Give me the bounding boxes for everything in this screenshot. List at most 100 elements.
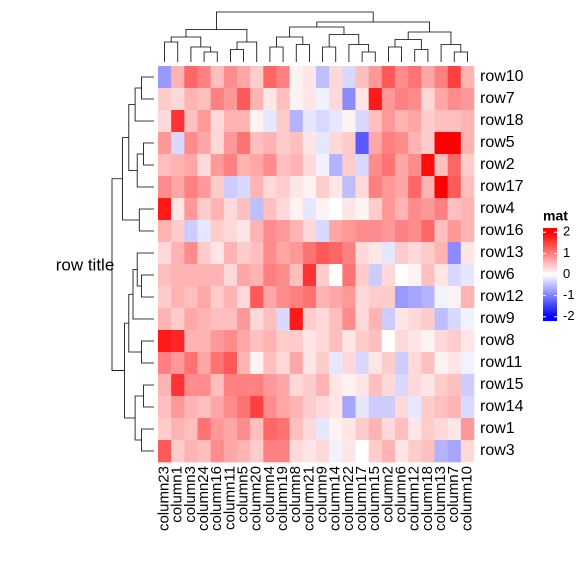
- cell: [197, 352, 211, 375]
- cell: [355, 154, 369, 177]
- cell: [329, 242, 343, 265]
- cell: [421, 440, 435, 463]
- cell: [342, 242, 356, 265]
- cell: [223, 176, 238, 199]
- cell: [329, 396, 343, 419]
- cell: [210, 242, 225, 265]
- cell: [276, 264, 290, 287]
- cell: [434, 286, 448, 309]
- column-label: column11: [221, 466, 238, 530]
- colorbar-tick-label: 1: [563, 245, 570, 260]
- cell: [395, 110, 409, 133]
- column-label: column13: [432, 466, 449, 531]
- cell: [276, 374, 290, 397]
- cell: [381, 396, 396, 419]
- cell: [316, 198, 330, 221]
- cell: [237, 66, 251, 89]
- cell: [184, 66, 198, 89]
- cell: [276, 132, 290, 155]
- cell: [460, 396, 475, 419]
- cell: [421, 374, 435, 397]
- cell: [421, 264, 435, 287]
- cell: [237, 110, 251, 133]
- cell: [210, 198, 225, 221]
- cell: [342, 374, 356, 397]
- cell: [184, 374, 198, 397]
- cell: [421, 176, 435, 199]
- cell: [184, 132, 198, 155]
- cell: [276, 308, 290, 331]
- cell: [434, 88, 448, 111]
- cell: [447, 154, 462, 177]
- cell: [342, 286, 356, 309]
- cell: [184, 330, 198, 353]
- cell: [197, 440, 211, 463]
- cell: [237, 418, 251, 441]
- cell: [316, 66, 330, 89]
- cell: [289, 286, 304, 309]
- row-label: row9: [480, 310, 515, 327]
- cell: [460, 352, 475, 375]
- cell: [395, 352, 409, 375]
- cell: [342, 154, 356, 177]
- cell: [447, 66, 462, 89]
- cell: [329, 198, 343, 221]
- cell: [434, 242, 448, 265]
- cell: [395, 242, 409, 265]
- cell: [447, 440, 462, 463]
- cell: [223, 264, 238, 287]
- cell: [237, 88, 251, 111]
- cell: [171, 352, 185, 375]
- row-label: row5: [480, 134, 515, 151]
- cell: [342, 88, 356, 111]
- cell: [184, 418, 198, 441]
- cell: [210, 286, 225, 309]
- cell: [460, 132, 475, 155]
- row-label: row1: [480, 420, 515, 437]
- cell: [197, 154, 211, 177]
- cell: [447, 286, 462, 309]
- cell: [408, 176, 422, 199]
- cell: [316, 154, 330, 177]
- cell: [447, 374, 462, 397]
- cell: [184, 352, 198, 375]
- cell: [237, 176, 251, 199]
- cell: [171, 286, 185, 309]
- column-label: column23: [156, 466, 173, 531]
- row-label: row10: [480, 68, 524, 85]
- cell: [197, 308, 211, 331]
- cell: [158, 374, 172, 397]
- cell: [355, 88, 369, 111]
- cell: [316, 330, 330, 353]
- cell: [329, 154, 343, 177]
- cell: [289, 132, 304, 155]
- cell: [381, 110, 396, 133]
- cell: [434, 308, 448, 331]
- cell: [355, 330, 369, 353]
- cell: [197, 110, 211, 133]
- cell: [395, 220, 409, 243]
- cell: [421, 88, 435, 111]
- row-label: row4: [480, 200, 515, 217]
- cell: [421, 198, 435, 221]
- cell: [171, 198, 185, 221]
- cell: [250, 440, 264, 463]
- cell: [381, 220, 396, 243]
- cell: [171, 330, 185, 353]
- cell: [223, 66, 238, 89]
- cell: [197, 242, 211, 265]
- cell: [237, 198, 251, 221]
- cell: [158, 220, 172, 243]
- cell: [184, 440, 198, 463]
- cell: [342, 264, 356, 287]
- cell: [395, 154, 409, 177]
- cell: [355, 396, 369, 419]
- cell: [460, 66, 475, 89]
- cell: [250, 418, 264, 441]
- cell: [329, 418, 343, 441]
- cell: [408, 330, 422, 353]
- cell: [184, 264, 198, 287]
- cell: [237, 308, 251, 331]
- cell: [434, 440, 448, 463]
- cell: [342, 396, 356, 419]
